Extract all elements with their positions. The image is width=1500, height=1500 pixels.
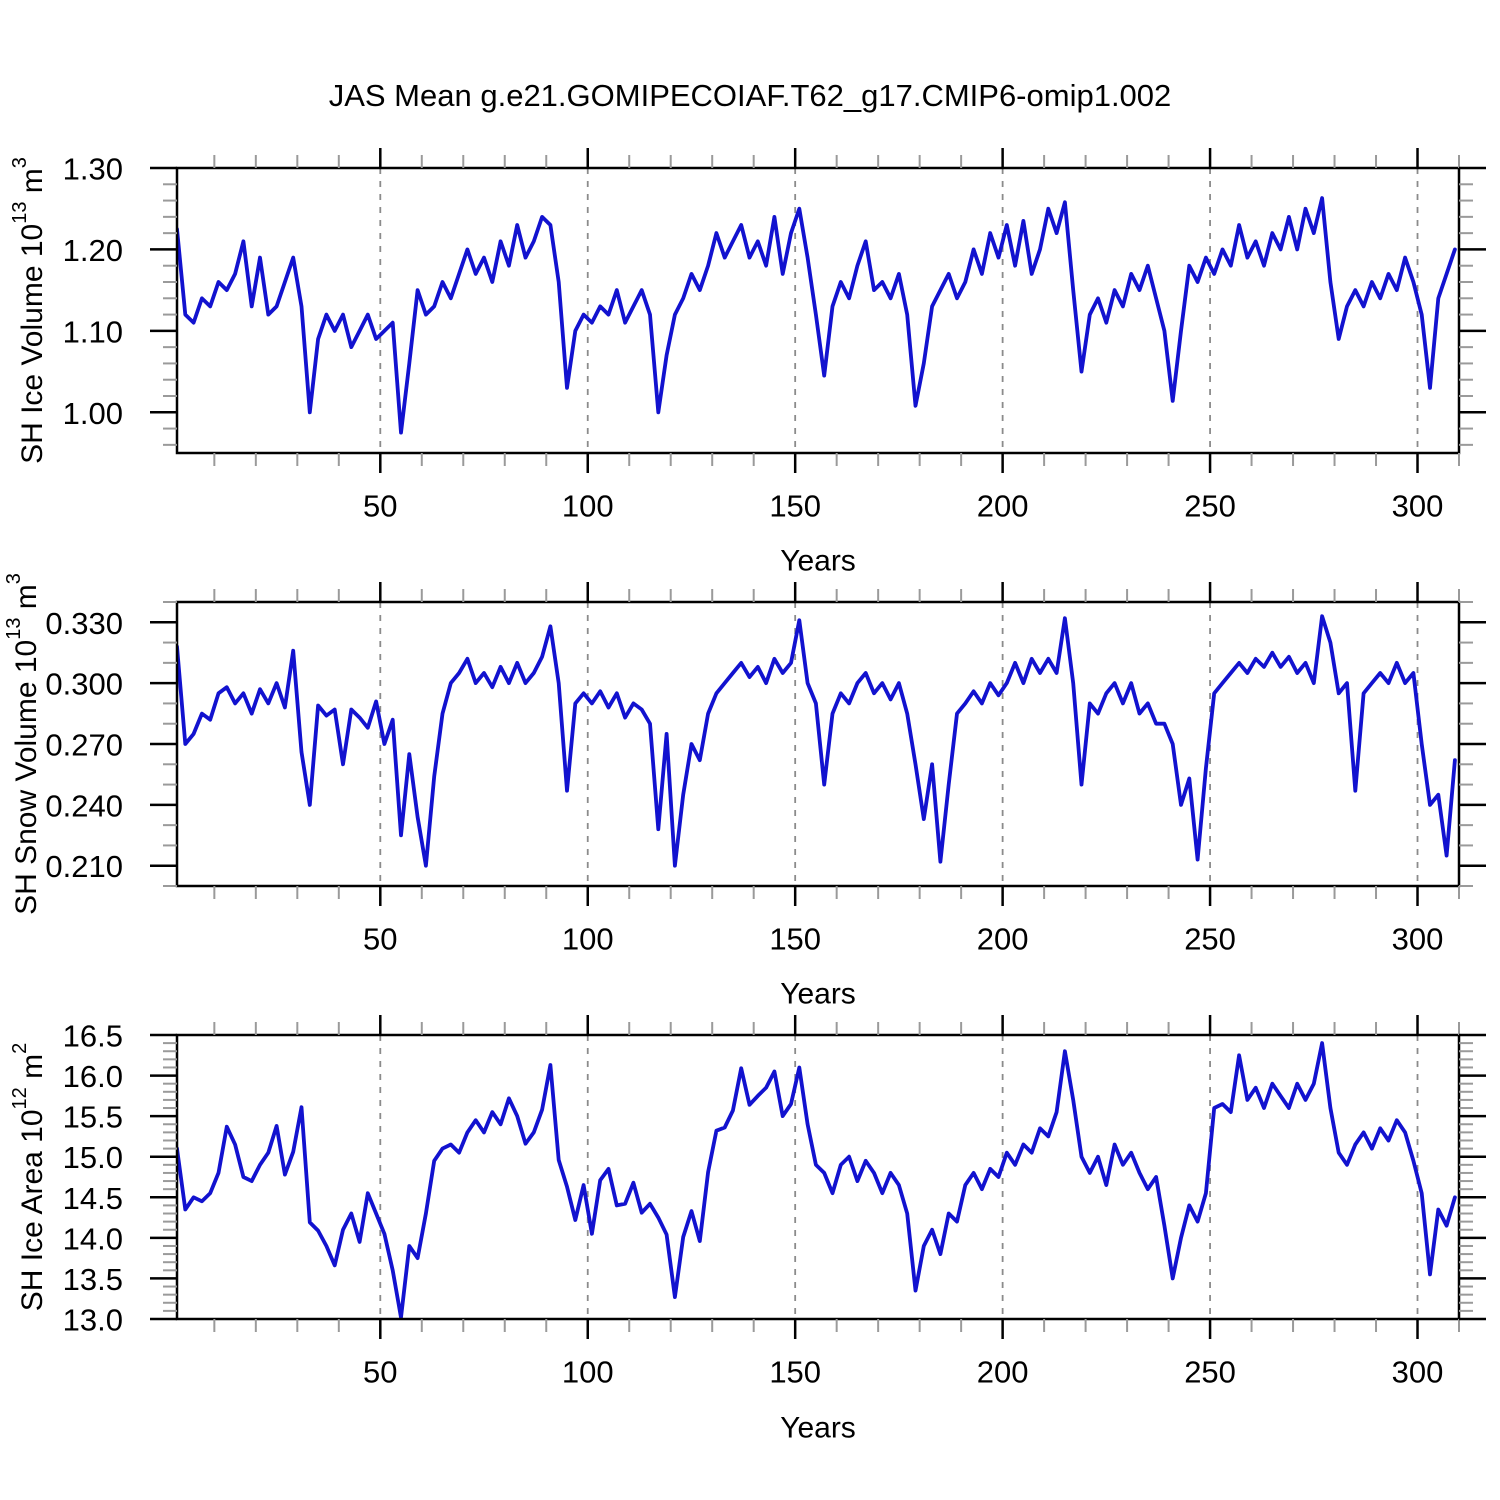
x-tick-label: 100 — [562, 1355, 614, 1390]
y-tick-label: 14.5 — [63, 1181, 123, 1216]
axis-ticks — [150, 582, 1486, 906]
y-tick-label: 0.240 — [45, 788, 123, 823]
x-tick-label: 250 — [1184, 1355, 1236, 1390]
x-tick-label: 300 — [1392, 922, 1444, 957]
y-tick-label: 1.00 — [63, 396, 123, 431]
x-tick-label: 100 — [562, 489, 614, 524]
plot-frame — [175, 166, 1461, 455]
axis-ticks — [150, 148, 1486, 473]
x-axis-title: Years — [780, 978, 856, 1011]
panel-1: 50 100 150 200 250 300 Years 1.00 1.10 1.20 1.30 SH… — [9, 148, 1486, 578]
y-tick-label: 13.0 — [63, 1303, 123, 1338]
y-tick-label: 1.10 — [63, 314, 123, 349]
x-tick-label: 300 — [1392, 1355, 1444, 1390]
y-axis-title: SH Ice Area 1012 m2 — [9, 1043, 49, 1312]
gridlines — [379, 1035, 1419, 1319]
panel-2: 50 100 150 200 250 300 Years 0.210 0.240 0.270 0.3… — [3, 573, 1486, 1011]
y-tick-label: 15.5 — [63, 1100, 123, 1135]
y-tick-label: 0.330 — [45, 606, 123, 641]
y-tick-label: 16.5 — [63, 1019, 123, 1054]
y-tick-label: 1.20 — [63, 233, 123, 268]
y-tick-label: 13.5 — [63, 1262, 123, 1297]
series-line — [177, 1041, 1457, 1319]
x-tick-label: 50 — [363, 922, 397, 957]
x-tick-label: 250 — [1184, 922, 1236, 957]
x-axis-title: Years — [780, 545, 856, 578]
x-axis-title: Years — [780, 1412, 856, 1445]
x-tick-label: 150 — [769, 1355, 821, 1390]
x-tick-label: 50 — [363, 1355, 397, 1390]
plot-frame — [175, 1033, 1461, 1321]
x-tick-label: 200 — [977, 489, 1029, 524]
gridlines — [379, 168, 1419, 453]
x-tick-label: 200 — [977, 1355, 1029, 1390]
x-tick-label: 150 — [769, 922, 821, 957]
x-tick-label: 250 — [1184, 489, 1236, 524]
axis-labels: 50 100 150 200 250 300 Years 1.00 1.10 1.20 1.30 SH… — [9, 152, 1443, 578]
gridlines — [379, 602, 1419, 886]
panel-3: 50 100 150 200 250 300 Years 13.0 13.5 14.0 14.5 15… — [9, 1015, 1486, 1445]
y-tick-label: 0.210 — [45, 849, 123, 884]
series-line — [177, 196, 1457, 435]
y-tick-label: 15.0 — [63, 1140, 123, 1175]
x-tick-label: 300 — [1392, 489, 1444, 524]
y-tick-label: 0.300 — [45, 667, 123, 702]
plot-frame — [175, 600, 1461, 888]
x-tick-label: 50 — [363, 489, 397, 524]
y-tick-label: 16.0 — [63, 1059, 123, 1094]
chart-title: JAS Mean g.e21.GOMIPECOIAF.T62_g17.CMIP6… — [328, 78, 1172, 113]
y-axis-title: SH Snow Volume 1013 m3 — [3, 573, 43, 915]
axis-labels: 50 100 150 200 250 300 Years 0.210 0.240 0.270 0.3… — [3, 573, 1443, 1010]
y-tick-label: 1.30 — [63, 152, 123, 187]
axis-ticks — [150, 1015, 1486, 1339]
axis-labels: 50 100 150 200 250 300 Years 13.0 13.5 14.0 14.5 15… — [9, 1019, 1443, 1445]
x-tick-label: 150 — [769, 489, 821, 524]
series-line — [177, 614, 1457, 868]
y-tick-label: 0.270 — [45, 728, 123, 763]
y-tick-label: 14.0 — [63, 1221, 123, 1256]
y-axis-title: SH Ice Volume 1013 m3 — [9, 157, 49, 464]
x-tick-label: 100 — [562, 922, 614, 957]
x-tick-label: 200 — [977, 922, 1029, 957]
